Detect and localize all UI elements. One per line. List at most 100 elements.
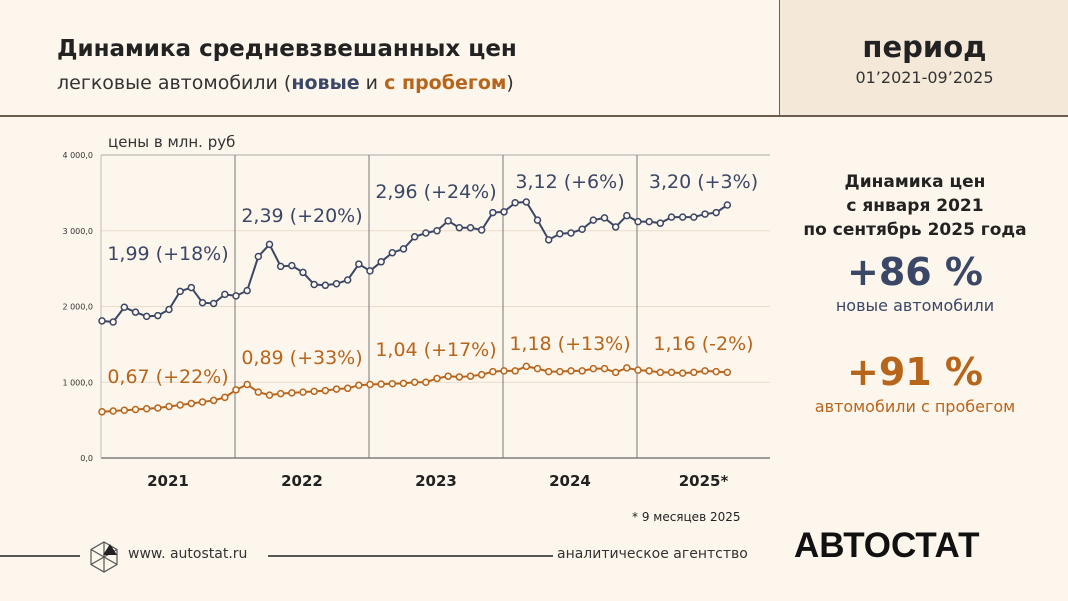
data-point-new [343, 276, 352, 284]
data-point-new [455, 223, 464, 232]
data-point-used [645, 367, 653, 375]
data-point-used [299, 388, 307, 396]
page-subtitle: легковые автомобили (новые и с пробегом) [57, 72, 514, 94]
data-point-new [332, 280, 341, 288]
footnote: * 9 месяцев 2025 [632, 510, 741, 524]
data-point-used [276, 389, 285, 398]
data-point-new [544, 236, 553, 244]
data-point-used [667, 368, 676, 377]
data-point-new [388, 248, 397, 257]
data-point-new [299, 268, 307, 277]
data-point-used [310, 387, 318, 396]
y-tick-label: 3 000,0 [62, 227, 93, 236]
data-point-new [611, 223, 620, 231]
data-point-used [556, 367, 564, 376]
data-point-used [142, 405, 151, 413]
y-tick-label: 4 000,0 [62, 151, 93, 160]
data-point-used [221, 393, 229, 402]
data-point-new [567, 229, 575, 237]
data-point-used [623, 364, 631, 372]
footer-divider [0, 555, 80, 557]
x-tick-label: 2025* [679, 472, 729, 490]
data-point-used [455, 373, 464, 381]
x-tick-label: 2024 [549, 472, 591, 490]
annotation-new: 1,99 (+18%) [107, 243, 228, 265]
new-growth-label: новые автомобили [835, 296, 995, 315]
data-point-used [433, 374, 441, 383]
data-point-used [410, 378, 419, 386]
data-point-new [712, 208, 720, 217]
website-link[interactable]: www. autostat.ru [128, 546, 248, 562]
y-tick-label: 2 000,0 [62, 303, 93, 312]
data-point-used [723, 368, 732, 377]
data-point-new [399, 245, 408, 253]
subtitle-new: новые [291, 72, 360, 94]
data-point-used [533, 364, 542, 373]
data-point-used [198, 398, 207, 406]
data-point-used [544, 367, 553, 376]
side-heading: Динамика цен с января 2021 по сентябрь 2… [785, 170, 1045, 242]
annotation-new: 2,39 (+20%) [241, 205, 362, 227]
data-point-used [165, 402, 173, 411]
x-tick-label: 2021 [147, 472, 189, 490]
data-point-new [522, 198, 531, 206]
data-point-new [422, 229, 430, 237]
data-point-new [254, 252, 263, 261]
y-tick-label: 0,0 [80, 454, 93, 463]
data-point-used [265, 391, 274, 399]
data-point-used [634, 366, 642, 374]
data-point-new [120, 303, 129, 312]
header-title-area: Динамика средневзвешанных цен легковые а… [0, 0, 778, 115]
data-point-used [388, 380, 397, 388]
data-point-new [187, 283, 196, 292]
data-point-new [131, 308, 140, 316]
brand-logo: АВТОСТАТ [794, 526, 980, 565]
annotation-used: 1,16 (-2%) [653, 333, 753, 355]
used-growth-label: автомобили с пробегом [814, 397, 1016, 416]
data-point-new [656, 219, 665, 227]
data-point-new [511, 198, 519, 207]
data-point-new [466, 223, 475, 232]
data-point-used [355, 381, 363, 390]
data-point-new [288, 261, 296, 270]
data-point-new [556, 230, 564, 238]
data-point-new [410, 233, 419, 241]
data-point-new [623, 211, 631, 220]
footer-divider [268, 555, 553, 557]
data-point-new [165, 305, 173, 314]
data-point-used [712, 367, 720, 376]
data-point-new [154, 311, 162, 320]
subtitle-used: с пробегом [384, 72, 507, 94]
agency-label: аналитическое агентство [557, 546, 748, 562]
data-point-used [600, 364, 609, 373]
data-point-used [343, 384, 352, 393]
data-point-new [377, 258, 385, 266]
data-point-new [198, 298, 207, 307]
x-tick-label: 2023 [415, 472, 457, 490]
data-point-new [500, 208, 508, 216]
data-point-used [567, 367, 575, 375]
data-point-new [221, 290, 229, 299]
data-point-new [578, 225, 586, 233]
data-point-used [187, 399, 196, 408]
data-point-new [109, 318, 117, 326]
side-heading-line: Динамика цен [844, 172, 986, 192]
data-point-new [589, 216, 598, 224]
data-point-new [667, 213, 676, 221]
data-point-used [511, 367, 519, 375]
annotation-new: 2,96 (+24%) [375, 181, 496, 203]
data-point-new [533, 216, 542, 224]
data-point-used [120, 406, 129, 415]
data-point-used [131, 405, 140, 414]
y-axis-label: цены в млн. руб [108, 133, 235, 151]
side-heading-line: по сентябрь 2025 года [803, 220, 1027, 240]
data-point-used [98, 408, 106, 416]
page-title: Динамика средневзвешанных цен [57, 36, 517, 62]
data-point-used [477, 370, 486, 379]
data-point-new [477, 226, 486, 234]
data-point-new [243, 286, 251, 295]
data-point-used [522, 362, 531, 371]
new-growth-value: +86 % [846, 250, 984, 294]
data-point-new [489, 208, 497, 217]
